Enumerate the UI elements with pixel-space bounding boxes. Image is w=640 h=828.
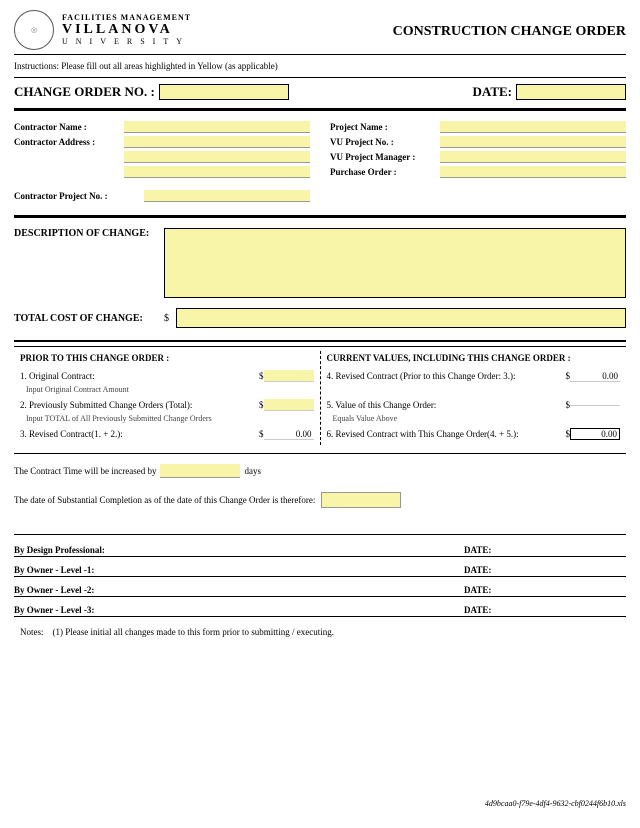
sig-owner2-label: By Owner - Level -2:	[14, 585, 144, 595]
prev-change-orders-input[interactable]	[264, 399, 314, 411]
prev-change-orders-label: 2. Previously Submitted Change Orders (T…	[20, 400, 252, 410]
facilities-management-label: FACILITIES MANAGEMENT	[62, 14, 191, 23]
substantial-completion-text: The date of Substantial Completion as of…	[14, 495, 315, 505]
original-contract-input[interactable]	[264, 370, 314, 382]
description-label: DESCRIPTION OF CHANGE:	[14, 228, 164, 239]
sig-owner1-label: By Owner - Level -1:	[14, 565, 144, 575]
vu-project-no-label: VU Project No. :	[330, 137, 440, 147]
contract-time-days-input[interactable]	[160, 464, 240, 478]
revised-contract-3-value: 0.00	[264, 429, 314, 440]
university-seal-icon: ◎	[14, 10, 54, 50]
purchase-order-label: Purchase Order :	[330, 167, 440, 177]
revised-contract-6-value: 0.00	[570, 428, 620, 440]
contractor-address-label: Contractor Address :	[14, 137, 124, 147]
project-name-label: Project Name :	[330, 122, 440, 132]
substantial-completion-date-input[interactable]	[321, 492, 401, 508]
contract-time-text: The Contract Time will be increased by	[14, 466, 156, 476]
contractor-name-label: Contractor Name :	[14, 122, 124, 132]
original-contract-hint: Input Original Contract Amount	[20, 385, 314, 394]
contractor-address-input-2[interactable]	[124, 151, 310, 163]
revised-contract-4-value: 0.00	[570, 371, 620, 382]
university-word: UNIVERSITY	[62, 38, 191, 47]
contractor-name-input[interactable]	[124, 121, 310, 133]
vu-project-no-input[interactable]	[440, 136, 626, 148]
contractor-address-input-3[interactable]	[124, 166, 310, 178]
contractor-project-no-input[interactable]	[144, 190, 310, 202]
revised-contract-6-label: 6. Revised Contract with This Change Ord…	[327, 429, 559, 439]
value-this-co-hint: Equals Value Above	[327, 414, 621, 423]
vu-pm-label: VU Project Manager :	[330, 152, 440, 162]
vu-pm-input[interactable]	[440, 151, 626, 163]
dollar-sign: $	[164, 313, 176, 324]
original-contract-label: 1. Original Contract:	[20, 371, 252, 381]
contractor-address-input-1[interactable]	[124, 136, 310, 148]
project-name-input[interactable]	[440, 121, 626, 133]
description-input[interactable]	[164, 228, 626, 298]
total-cost-input[interactable]	[176, 308, 626, 328]
change-order-no-input[interactable]	[159, 84, 289, 100]
contractor-project-no-label: Contractor Project No. :	[14, 191, 144, 201]
prev-change-orders-hint: Input TOTAL of All Previously Submitted …	[20, 414, 314, 423]
revised-contract-4-label: 4. Revised Contract (Prior to this Chang…	[327, 371, 559, 381]
total-cost-label: TOTAL COST OF CHANGE:	[14, 313, 164, 324]
footer-filename: 4d9bcaa0-f79e-4df4-9632-cbf0244f6b10.xls	[485, 799, 626, 808]
sig-date-label: DATE:	[464, 545, 506, 555]
notes-text: (1) Please initial all changes made to t…	[53, 627, 334, 637]
university-name: VILLANOVA	[62, 22, 191, 37]
value-this-co-label: 5. Value of this Change Order:	[327, 400, 559, 410]
form-title: CONSTRUCTION CHANGE ORDER	[393, 24, 626, 40]
instructions-text: Instructions: Please fill out all areas …	[14, 57, 626, 75]
purchase-order-input[interactable]	[440, 166, 626, 178]
date-input[interactable]	[516, 84, 626, 100]
sig-owner3-label: By Owner - Level -3:	[14, 605, 144, 615]
prior-heading: PRIOR TO THIS CHANGE ORDER :	[20, 353, 314, 363]
change-order-no-label: CHANGE ORDER NO. :	[14, 84, 155, 100]
date-label: DATE:	[473, 84, 512, 100]
current-heading: CURRENT VALUES, INCLUDING THIS CHANGE OR…	[327, 353, 621, 363]
value-this-co-value	[570, 405, 620, 406]
sig-design-label: By Design Professional:	[14, 545, 144, 555]
notes-label: Notes:	[20, 627, 44, 637]
days-label: days	[244, 466, 261, 476]
revised-contract-3-label: 3. Revised Contract(1. + 2.):	[20, 429, 252, 439]
